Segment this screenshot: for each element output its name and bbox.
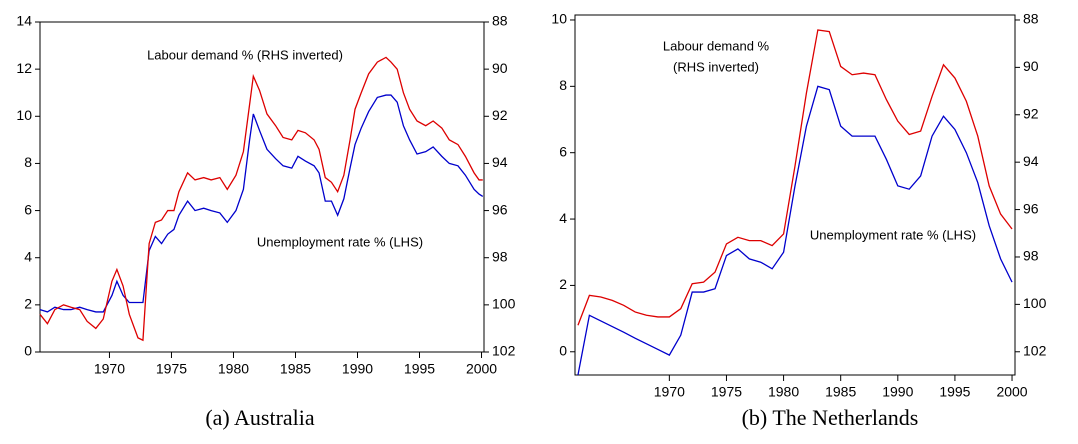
- x-tick-label: 1980: [218, 361, 249, 377]
- y-tick-label: 4: [559, 210, 567, 226]
- y2-tick-label: 96: [1023, 200, 1039, 216]
- y-tick-label: 6: [559, 143, 567, 159]
- annotation: Unemployment rate % (LHS): [810, 227, 976, 242]
- x-tick-label: 1995: [939, 384, 970, 400]
- annotation: (RHS inverted): [673, 59, 759, 74]
- y-tick-label: 6: [24, 201, 32, 217]
- x-tick-label: 1985: [825, 384, 856, 400]
- y2-tick-label: 88: [1023, 11, 1039, 27]
- y2-tick-label: 100: [1023, 295, 1047, 311]
- y2-tick-label: 100: [492, 296, 516, 312]
- y-tick-label: 2: [559, 276, 567, 292]
- x-tick-label: 1985: [280, 361, 311, 377]
- x-tick-label: 1970: [94, 361, 125, 377]
- y2-tick-label: 98: [1023, 248, 1039, 264]
- y2-tick-label: 90: [492, 60, 508, 76]
- annotation: Unemployment rate % (LHS): [257, 234, 423, 249]
- y2-tick-label: 94: [1023, 153, 1039, 169]
- y2-tick-label: 102: [1023, 342, 1047, 358]
- annotation: Labour demand %: [663, 38, 770, 53]
- y-tick-label: 14: [16, 13, 32, 29]
- y2-tick-label: 90: [1023, 58, 1039, 74]
- plot-frame: [574, 14, 1016, 376]
- series-line: [577, 85, 1013, 376]
- x-tick-label: 1990: [882, 384, 913, 400]
- y2-tick-label: 92: [492, 107, 508, 123]
- x-tick-label: 1975: [156, 361, 187, 377]
- caption: (a) Australia: [205, 405, 315, 430]
- series-line: [39, 94, 484, 313]
- y-tick-label: 12: [16, 60, 32, 76]
- series-line: [577, 29, 1013, 326]
- x-tick-label: 1975: [711, 384, 742, 400]
- x-tick-label: 1990: [342, 361, 373, 377]
- annotation: Labour demand % (RHS inverted): [147, 47, 343, 62]
- y-tick-label: 10: [16, 107, 32, 123]
- y-tick-label: 2: [24, 296, 32, 312]
- x-tick-label: 2000: [996, 384, 1027, 400]
- x-tick-label: 1970: [654, 384, 685, 400]
- y2-tick-label: 98: [492, 248, 508, 264]
- x-tick-label: 1980: [768, 384, 799, 400]
- y-tick-label: 4: [24, 248, 32, 264]
- y-tick-label: 0: [24, 343, 32, 359]
- plot-frame: [39, 21, 485, 353]
- y-tick-label: 0: [559, 342, 567, 358]
- y2-tick-label: 94: [492, 154, 508, 170]
- y-tick-label: 8: [24, 154, 32, 170]
- caption: (b) The Netherlands: [742, 405, 919, 430]
- x-tick-label: 2000: [466, 361, 497, 377]
- y2-tick-label: 102: [492, 343, 516, 359]
- y2-tick-label: 88: [492, 13, 508, 29]
- y2-tick-label: 96: [492, 201, 508, 217]
- y2-tick-label: 92: [1023, 105, 1039, 121]
- y-tick-label: 8: [559, 77, 567, 93]
- x-tick-label: 1995: [404, 361, 435, 377]
- y-tick-label: 10: [551, 11, 567, 27]
- series-line: [39, 56, 483, 342]
